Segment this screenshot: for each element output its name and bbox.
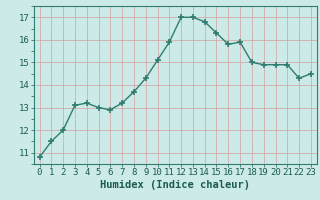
X-axis label: Humidex (Indice chaleur): Humidex (Indice chaleur) bbox=[100, 180, 250, 190]
